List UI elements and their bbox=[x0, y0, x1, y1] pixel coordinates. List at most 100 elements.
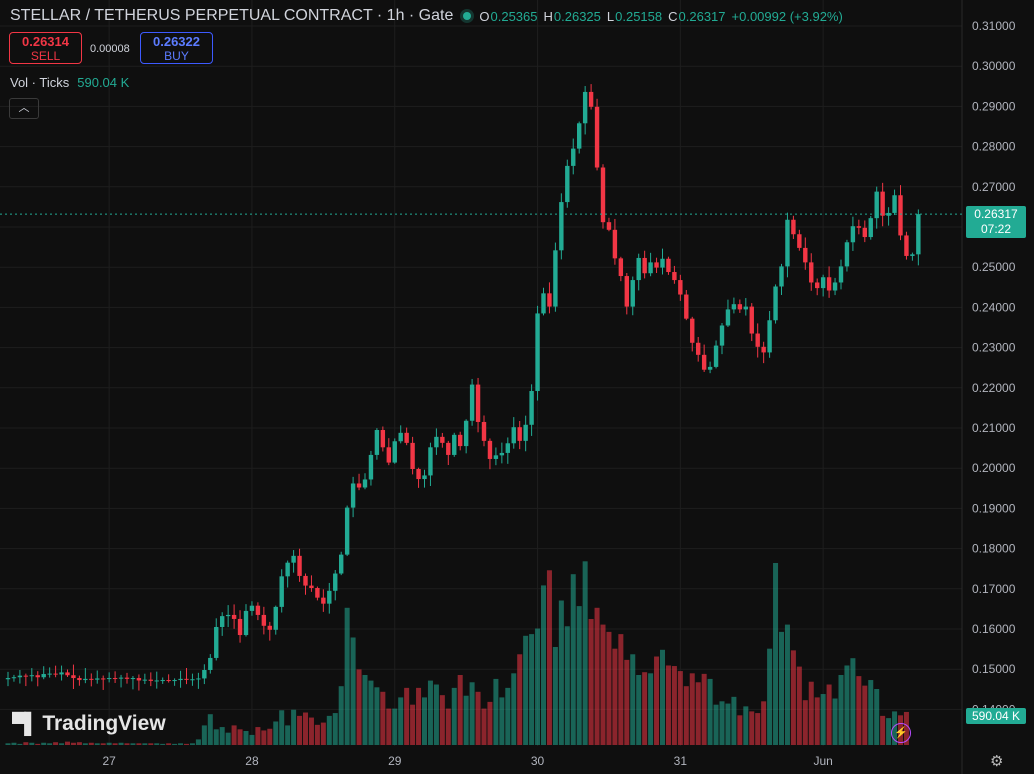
volume-bar bbox=[189, 743, 195, 745]
candle-body bbox=[237, 618, 243, 636]
candle-body bbox=[398, 432, 403, 442]
candle-body bbox=[303, 575, 308, 586]
candle-body bbox=[261, 614, 267, 626]
volume-bar bbox=[654, 656, 660, 745]
volume-bar bbox=[17, 743, 23, 745]
price-axis[interactable]: 0.310000.300000.290000.280000.270000.260… bbox=[972, 19, 1016, 716]
volume-bar bbox=[326, 715, 332, 745]
candle-body bbox=[202, 670, 207, 679]
volume-bar bbox=[487, 701, 493, 745]
candle-body bbox=[356, 483, 362, 488]
x-tick-label: 28 bbox=[245, 754, 259, 768]
sell-button[interactable]: 0.26314 SELL bbox=[9, 32, 82, 64]
volume-bar bbox=[374, 687, 380, 745]
volume-bar bbox=[273, 721, 279, 745]
candle-body bbox=[327, 590, 332, 604]
candle-body bbox=[333, 573, 338, 591]
volume-bar bbox=[761, 701, 767, 745]
volume-bar bbox=[356, 669, 362, 745]
candle-body bbox=[392, 441, 397, 463]
tradingview-mark-icon: ▀▌ bbox=[12, 712, 38, 735]
candle-body bbox=[130, 678, 136, 680]
volume-bar bbox=[297, 715, 303, 745]
candle-body bbox=[124, 677, 130, 679]
candle-body bbox=[279, 576, 284, 607]
candle-body bbox=[23, 675, 29, 677]
candle-body bbox=[886, 212, 891, 216]
volume-bar bbox=[773, 563, 779, 745]
volume-bar bbox=[166, 743, 172, 745]
candle-body bbox=[630, 280, 635, 307]
candle-body bbox=[910, 254, 915, 256]
volume-bar bbox=[219, 727, 225, 745]
candle-body bbox=[106, 678, 112, 680]
volume-legend[interactable]: Vol · Ticks 590.04 K bbox=[10, 75, 129, 90]
volume-bar bbox=[433, 684, 439, 745]
current-price-label: 0.26317 07:22 bbox=[966, 206, 1026, 238]
volume-bar bbox=[517, 654, 523, 745]
volume-bar bbox=[820, 694, 826, 745]
candle-body bbox=[481, 421, 487, 441]
volume-bar bbox=[70, 742, 76, 745]
candle-body bbox=[779, 266, 784, 287]
volume-bar bbox=[5, 743, 11, 745]
volume-bar bbox=[422, 697, 427, 745]
volume-bar bbox=[243, 731, 249, 745]
candle-body bbox=[220, 616, 225, 627]
volume-bar bbox=[11, 742, 17, 745]
volume-bar bbox=[404, 687, 410, 745]
sell-label: SELL bbox=[30, 49, 61, 63]
volume-bar bbox=[445, 708, 451, 745]
open-label: O bbox=[479, 8, 490, 24]
candle-body bbox=[731, 304, 737, 310]
tradingview-logo[interactable]: ▀▌ TradingView bbox=[12, 712, 166, 736]
volume-bar bbox=[338, 686, 344, 745]
sell-price: 0.26314 bbox=[22, 34, 69, 49]
volume-bar bbox=[642, 672, 648, 745]
gear-icon[interactable]: ⚙ bbox=[990, 753, 1004, 770]
volume-bar bbox=[677, 671, 683, 745]
lightning-icon[interactable]: ⚡ bbox=[891, 723, 911, 743]
candle-body bbox=[803, 247, 808, 263]
volume-bar bbox=[427, 680, 433, 745]
candle-body bbox=[606, 222, 612, 230]
candle-body bbox=[642, 257, 647, 274]
y-tick-label: 0.16000 bbox=[972, 622, 1016, 636]
candle-body bbox=[547, 293, 552, 307]
candle-body bbox=[463, 420, 469, 447]
candle-body bbox=[410, 442, 415, 470]
volume-bar bbox=[779, 631, 784, 745]
volume-bar bbox=[665, 665, 671, 745]
symbol-title[interactable]: STELLAR / TETHERUS PERPETUAL CONTRACT · … bbox=[10, 7, 454, 24]
candles bbox=[5, 84, 921, 691]
volume-bar bbox=[600, 624, 606, 745]
volume-bar bbox=[368, 680, 374, 745]
candle-body bbox=[719, 325, 725, 346]
time-axis[interactable]: 27 28 29 30 31 Jun bbox=[102, 754, 832, 768]
candle-body bbox=[89, 678, 94, 680]
candle-body bbox=[101, 678, 106, 680]
buy-button[interactable]: 0.26322 BUY bbox=[140, 32, 213, 64]
high-label: H bbox=[543, 8, 553, 24]
candle-body bbox=[148, 679, 153, 681]
volume-bar bbox=[291, 709, 297, 745]
high-value: 0.26325 bbox=[553, 8, 601, 24]
candle-body bbox=[713, 345, 719, 367]
volume-bar bbox=[856, 676, 862, 745]
chevron-up-icon[interactable]: ︿ bbox=[9, 98, 39, 119]
volume-bar bbox=[648, 673, 654, 745]
candle-body bbox=[565, 165, 570, 203]
x-tick-label: Jun bbox=[813, 754, 832, 768]
x-tick-label: 31 bbox=[674, 754, 688, 768]
candle-body bbox=[136, 678, 142, 681]
candle-body bbox=[672, 272, 677, 281]
volume-bar bbox=[82, 743, 88, 745]
candle-body bbox=[612, 229, 618, 259]
volume-bar bbox=[826, 684, 832, 745]
candle-body bbox=[225, 614, 231, 617]
candle-body bbox=[868, 218, 873, 238]
volume-bar bbox=[314, 724, 320, 745]
candle-body bbox=[196, 678, 201, 680]
volume-bar bbox=[88, 742, 94, 745]
